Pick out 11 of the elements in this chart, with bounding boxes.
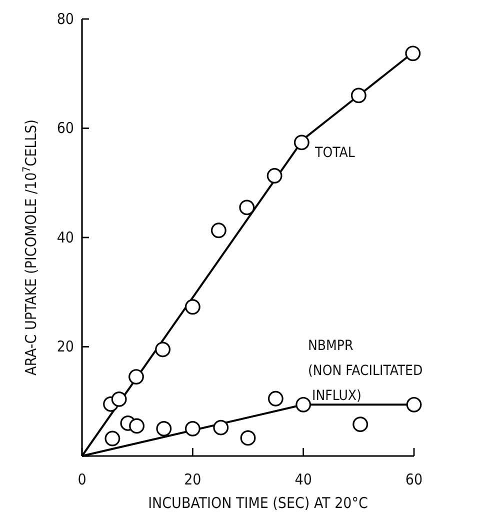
y-tick-label: 80 — [56, 10, 74, 28]
x-tick-label: 0 — [78, 470, 86, 489]
x-axis-title: INCUBATION TIME (SEC) AT 20°C — [148, 494, 368, 512]
y-tick-label: 20 — [56, 338, 74, 356]
x-tick-label: 60 — [405, 470, 423, 489]
x-tick-label: 40 — [294, 470, 312, 489]
annotation: TOTAL — [314, 145, 355, 161]
x-tick-label: 20 — [184, 470, 202, 489]
y-tick-label: 60 — [56, 119, 74, 138]
annotation: NBMPR (NON FACILITATED INFLUX) — [308, 338, 423, 404]
y-tick-label: 40 — [56, 228, 74, 246]
